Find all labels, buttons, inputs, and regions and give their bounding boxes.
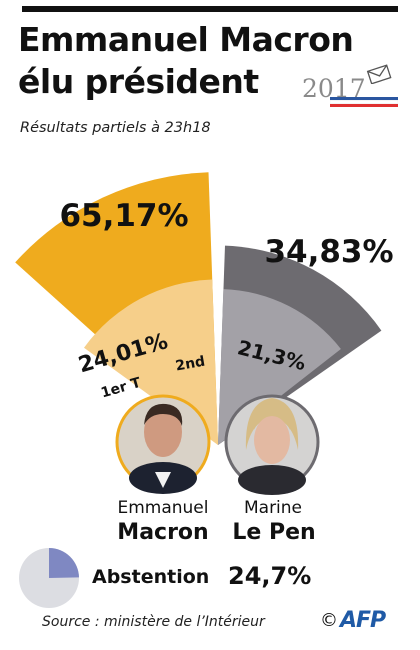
- ballot-envelope-icon: [366, 64, 392, 84]
- top-rule: [22, 6, 398, 12]
- subtitle: Résultats partiels à 23h18: [20, 120, 211, 136]
- source-note: Source : ministère de l’Intérieur: [42, 614, 265, 630]
- afp-logo: AFP: [340, 608, 386, 633]
- tricolor-flag-icon: [330, 97, 398, 107]
- first-round-annotation: 1er T: [99, 375, 143, 402]
- copyright-symbol: ©: [320, 610, 338, 631]
- results-chart: 65,17% 34,83% 24,01% 1er T 2nd 21,3%: [15, 172, 394, 495]
- abstention-pie-chart: [19, 548, 79, 608]
- macron-first-name: Emmanuel: [117, 498, 209, 518]
- macron-last-name: Macron: [117, 520, 209, 545]
- abstention-label: Abstention: [92, 566, 210, 588]
- headline-line-1: Emmanuel Macron: [18, 20, 354, 59]
- macron-second-round-label: 65,17%: [59, 198, 188, 234]
- abstention-pie-slice: [49, 548, 79, 578]
- lepen-second-round-label: 34,83%: [264, 234, 393, 270]
- abstention-value: 24,7%: [228, 562, 312, 590]
- lepen-first-name: Marine: [243, 498, 303, 518]
- lepen-portrait: [224, 394, 320, 495]
- lepen-last-name: Le Pen: [232, 520, 316, 545]
- macron-portrait: [115, 394, 211, 494]
- second-round-annotation: 2nd: [174, 354, 206, 375]
- headline-line-2: élu président: [18, 62, 259, 101]
